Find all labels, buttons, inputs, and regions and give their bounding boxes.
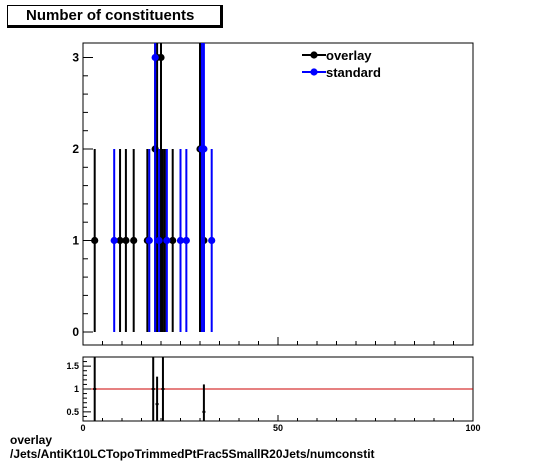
legend-marker-overlay <box>310 51 318 59</box>
standard-point <box>155 236 163 245</box>
standard-point <box>145 236 153 245</box>
overlay-point <box>91 236 99 245</box>
standard-point <box>151 53 159 62</box>
legend-marker-standard <box>310 68 318 76</box>
caption-line1: overlay <box>10 433 53 447</box>
standard-point <box>200 145 208 153</box>
standard-point <box>110 236 118 245</box>
ratio-point <box>161 388 165 390</box>
standard-point <box>208 236 216 245</box>
y-tick-label: 0 <box>72 325 79 339</box>
y-tick-label: 2 <box>72 142 79 156</box>
ratio-point <box>155 403 159 406</box>
standard-point <box>182 236 190 245</box>
caption-line2: /Jets/AntiKt10LCTopoTrimmedPtFrac5SmallR… <box>10 447 375 461</box>
overlay-point <box>122 236 130 245</box>
ratio-point <box>151 388 155 390</box>
overlay-point <box>130 236 138 245</box>
overlay-point <box>169 236 177 245</box>
chart-title-box: Number of constituents <box>7 5 223 28</box>
legend-label-overlay: overlay <box>326 48 372 63</box>
ratio-point <box>93 388 97 390</box>
overlay-point <box>157 53 165 62</box>
standard-point <box>176 236 185 245</box>
y-tick-label: 3 <box>72 51 79 65</box>
chart-title: Number of constituents <box>26 7 195 24</box>
y-tick-label: 1 <box>72 234 79 248</box>
ratio-y-tick-label: 0.5 <box>66 407 79 417</box>
standard-point <box>163 236 171 245</box>
ratio-x-tick-label: 50 <box>273 423 283 433</box>
plot-frame <box>82 42 474 346</box>
ratio-y-tick-label: 1.5 <box>66 361 79 371</box>
ratio-point <box>202 410 206 413</box>
ratio-x-tick-label: 100 <box>465 423 480 433</box>
overlay-point <box>116 236 124 245</box>
legend-label-standard: standard <box>326 65 381 80</box>
ratio-y-tick-label: 1 <box>74 384 79 394</box>
ratio-x-tick-label: 0 <box>80 423 85 433</box>
